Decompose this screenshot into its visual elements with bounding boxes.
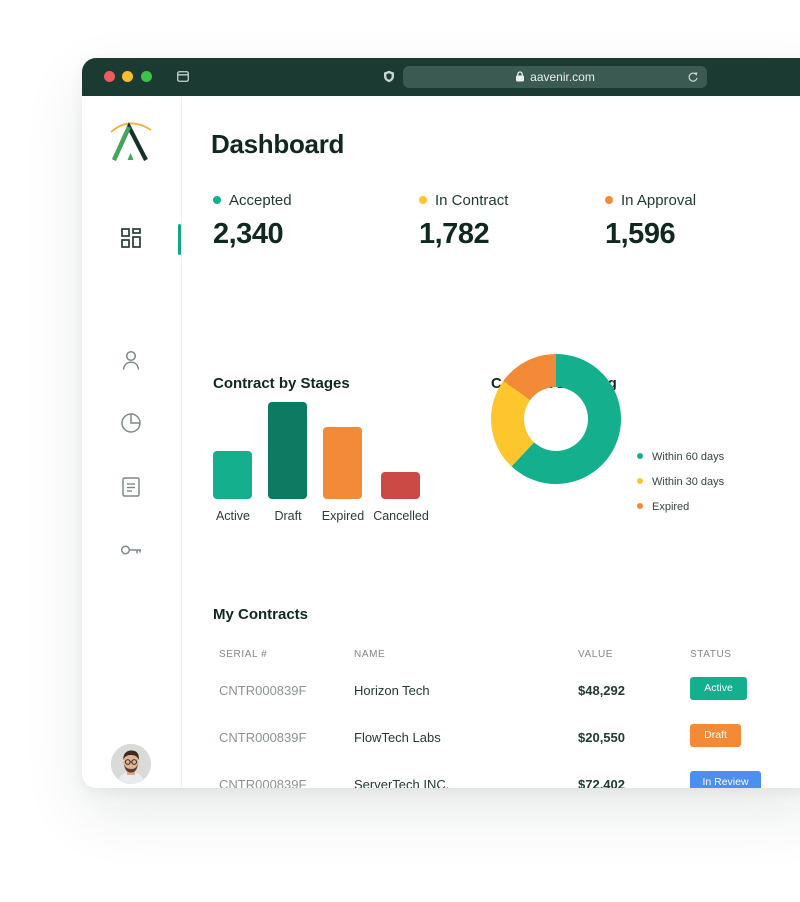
- bar-label: Expired: [322, 509, 364, 523]
- aavenir-logo: [110, 122, 152, 161]
- in-contract-dot-icon: [419, 196, 427, 205]
- contract-expiring-donut-chart: [491, 354, 621, 484]
- stat-in-contract: In Contract 1,782: [419, 192, 508, 251]
- stat-value: 1,782: [419, 218, 490, 250]
- legend-dot-icon: [637, 453, 643, 460]
- donut-slice-expired: [503, 354, 556, 401]
- name-cell: ServerTech INC.: [354, 777, 450, 788]
- stat-value: 1,596: [605, 218, 676, 250]
- address-bar[interactable]: aavenir.com: [403, 66, 707, 88]
- donut-slice-within-30-days: [491, 380, 535, 467]
- status-badge[interactable]: In Review: [690, 771, 761, 788]
- value-cell: $48,292: [578, 683, 625, 698]
- bar-expired: [323, 427, 362, 499]
- document-icon[interactable]: [120, 476, 142, 498]
- contracts-title: My Contracts: [213, 606, 309, 623]
- stat-label: In Approval: [621, 192, 697, 209]
- legend-label: Within 60 days: [652, 451, 725, 463]
- value-cell: $20,550: [578, 730, 625, 745]
- donut-legend: Within 60 days Within 30 days Expired: [637, 450, 724, 525]
- column-header-serial: SERIAL #: [219, 649, 268, 660]
- stat-in-approval: In Approval 1,596: [605, 192, 696, 251]
- main-content: Dashboard Accepted 2,340 In Contract 1,7…: [181, 96, 800, 788]
- serial-cell: CNTR000839F: [219, 777, 307, 788]
- sidebar: [82, 96, 182, 788]
- active-nav-indicator: [178, 224, 181, 255]
- legend-dot-icon: [637, 478, 643, 485]
- url-text: aavenir.com: [530, 70, 595, 84]
- column-header-value: VALUE: [578, 649, 614, 660]
- donut-slice-within-60-days: [511, 354, 621, 484]
- minimize-window-button[interactable]: [122, 71, 133, 82]
- stat-value: 2,340: [213, 218, 284, 250]
- legend-label: Within 30 days: [652, 476, 725, 488]
- legend-item: Within 30 days: [637, 475, 724, 500]
- legend-item: Within 60 days: [637, 450, 724, 475]
- maximize-window-button[interactable]: [141, 71, 152, 82]
- in-approval-dot-icon: [605, 196, 613, 205]
- legend-item: Expired: [637, 500, 724, 525]
- contract-stages-bar-chart: Active Draft Expired Cancelled: [213, 402, 429, 523]
- column-header-status: STATUS: [690, 649, 732, 660]
- dashboard-grid-icon[interactable]: [120, 227, 142, 249]
- accepted-dot-icon: [213, 196, 221, 205]
- bar-active: [213, 451, 252, 499]
- bar-draft: [268, 402, 307, 499]
- status-badge[interactable]: Active: [690, 677, 747, 700]
- stat-label: In Contract: [435, 192, 509, 209]
- page-title: Dashboard: [211, 129, 345, 159]
- column-header-name: NAME: [354, 649, 386, 660]
- browser-window: aavenir.com: [82, 58, 800, 788]
- reload-icon[interactable]: [687, 71, 699, 83]
- bar-label: Draft: [274, 509, 302, 523]
- serial-cell: CNTR000839F: [219, 730, 307, 745]
- value-cell: $72,402: [578, 777, 625, 788]
- stat-label: Accepted: [229, 192, 292, 209]
- key-icon[interactable]: [120, 539, 142, 561]
- legend-dot-icon: [637, 503, 643, 510]
- status-badge[interactable]: Draft: [690, 724, 741, 747]
- user-icon[interactable]: [120, 349, 142, 371]
- bar-label: Active: [216, 509, 250, 523]
- bar-label: Cancelled: [373, 509, 429, 523]
- sidebar-toggle-icon[interactable]: [177, 71, 189, 82]
- privacy-shield-icon[interactable]: [383, 70, 395, 83]
- pie-chart-icon[interactable]: [120, 412, 142, 434]
- bar-cancelled: [381, 472, 420, 499]
- user-avatar[interactable]: [111, 744, 151, 784]
- close-window-button[interactable]: [104, 71, 115, 82]
- avatar-portrait-icon: [111, 744, 151, 784]
- name-cell: Horizon Tech: [354, 683, 430, 698]
- name-cell: FlowTech Labs: [354, 730, 441, 745]
- stat-accepted: Accepted 2,340: [213, 192, 292, 251]
- legend-label: Expired: [652, 501, 690, 513]
- browser-titlebar: aavenir.com: [82, 58, 800, 96]
- serial-cell: CNTR000839F: [219, 683, 307, 698]
- lock-icon: [516, 71, 525, 82]
- stages-chart-title: Contract by Stages: [213, 375, 350, 392]
